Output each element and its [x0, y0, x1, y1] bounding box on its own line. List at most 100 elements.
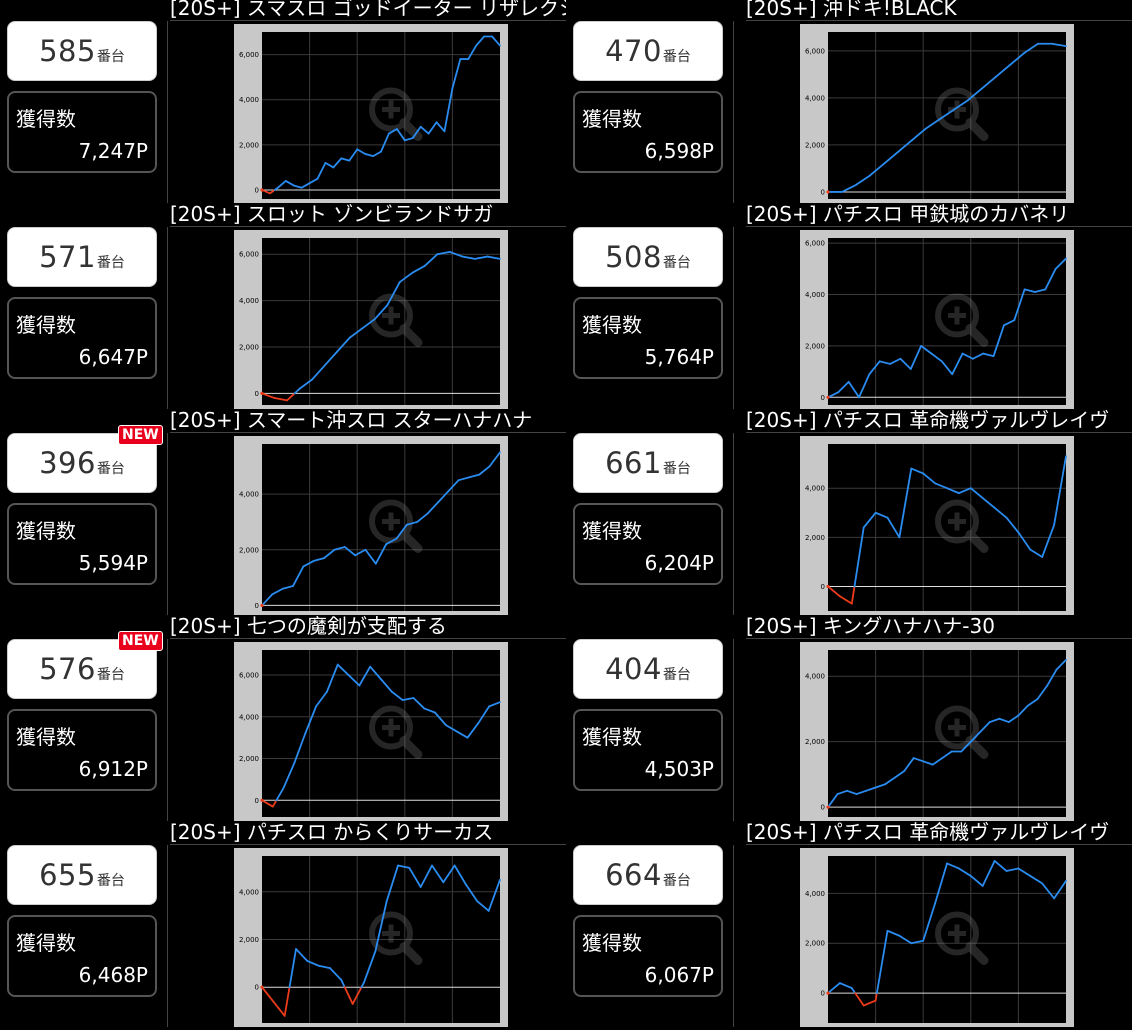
machine-number-button[interactable]: 571 番台: [7, 227, 157, 287]
series-segment: [336, 663, 350, 676]
score-label: 獲得数: [16, 725, 76, 749]
series-segment: [412, 697, 426, 710]
machine-title[interactable]: [20S+] キングハナハナ-30: [746, 615, 1132, 639]
machine-number-button[interactable]: 664 番台: [573, 845, 723, 905]
series-segment: [304, 705, 317, 735]
slump-graph-svg: 0 2,000 4,000: [800, 848, 1074, 1027]
slump-graph[interactable]: 0 2,000 4,000: [234, 436, 508, 615]
series-segment: [957, 867, 972, 877]
machine-number-button[interactable]: 585 番台: [7, 21, 157, 81]
series-segment: [329, 967, 343, 981]
series-segment: [1005, 516, 1020, 534]
y-tick-label: 6,000: [239, 251, 259, 259]
series-segment: [385, 537, 398, 546]
series-segment: [934, 862, 948, 905]
series-segment: [874, 511, 889, 519]
divider: [167, 433, 168, 615]
series-segment: [941, 750, 953, 759]
series-segment: [261, 392, 276, 399]
y-tick-label: 6,000: [239, 51, 259, 59]
machine-title[interactable]: [20S+] 沖ドキ!BLACK: [746, 0, 1132, 21]
score-value: 5,594P: [78, 551, 148, 575]
series-segment: [358, 665, 372, 687]
machine-number-button[interactable]: 470 番台: [573, 21, 723, 81]
new-badge: NEW: [118, 631, 163, 651]
machine-title[interactable]: [20S+] パチスロ 革命機ヴァルヴレイヴ: [746, 821, 1132, 845]
series-segment: [395, 128, 406, 142]
slump-graph[interactable]: 0 2,000 4,000 6,000: [800, 24, 1074, 203]
chart-plot-area: [262, 238, 500, 405]
series-segment: [995, 64, 1011, 78]
series-segment: [442, 864, 456, 884]
series-segment: [981, 75, 997, 90]
machine-title[interactable]: [20S+] 七つの魔剣が支配する: [170, 615, 566, 639]
data-point: [826, 395, 830, 399]
machine-title[interactable]: [20S+] スロット ゾンビランドサガ: [170, 203, 566, 227]
machine-title[interactable]: [20S+] スマート沖スロ スターハナハナ: [170, 409, 566, 433]
machine-title[interactable]: [20S+] パチスロ 甲鉄城のカバネリ: [746, 203, 1132, 227]
machine-number-button[interactable]: 508 番台: [573, 227, 723, 287]
score-value: 4,503P: [644, 757, 714, 781]
machine-number-button[interactable]: 404 番台: [573, 639, 723, 699]
slump-graph[interactable]: 0 2,000 4,000 6,000: [234, 642, 508, 821]
score-label: 獲得数: [582, 107, 642, 131]
slump-graph[interactable]: 0 2,000 4,000: [800, 436, 1074, 615]
series-segment: [292, 565, 305, 587]
machine-number-button[interactable]: 655 番台: [7, 845, 157, 905]
score-value: 6,647P: [78, 345, 148, 369]
series-segment: [340, 979, 346, 989]
series-segment: [467, 44, 478, 60]
slump-graph[interactable]: 0 2,000 4,000: [800, 848, 1074, 1027]
series-segment: [969, 875, 984, 887]
divider: [167, 21, 168, 203]
series-segment: [324, 161, 335, 169]
series-segment: [488, 451, 501, 468]
series-segment: [390, 690, 404, 701]
series-segment: [475, 35, 486, 47]
series-segment: [969, 730, 982, 743]
series-segment: [466, 722, 480, 739]
series-segment: [898, 467, 913, 539]
machine-title[interactable]: [20S+] パチスロ 革命機ヴァルヴレイヴ: [746, 409, 1132, 433]
chart-plot-area: [828, 32, 1066, 199]
series-segment: [281, 585, 294, 590]
score-value: 6,468P: [78, 963, 148, 987]
series-segment: [897, 139, 913, 153]
y-tick-label: 0: [255, 984, 259, 992]
series-segment: [487, 878, 501, 912]
series-segment: [435, 121, 446, 133]
data-point: [260, 188, 264, 192]
series-segment: [951, 352, 964, 376]
series-segment: [850, 987, 857, 994]
series-segment: [1023, 288, 1036, 293]
series-segment: [282, 761, 296, 789]
y-tick-label: 2,000: [805, 534, 825, 542]
series-segment: [380, 132, 390, 153]
slump-graph[interactable]: 0 2,000 4,000: [234, 848, 508, 1027]
y-tick-label: 2,000: [239, 755, 259, 763]
y-tick-label: 0: [255, 186, 259, 194]
slump-graph[interactable]: 0 2,000 4,000: [800, 642, 1074, 821]
series-segment: [971, 352, 985, 360]
slump-graph[interactable]: 0 2,000 4,000 6,000: [234, 24, 508, 203]
series-segment: [323, 548, 336, 560]
series-segment: [1003, 319, 1016, 327]
series-segment: [874, 783, 887, 789]
machine-title[interactable]: [20S+] スマスロ ゴッドイーター リザレクション: [170, 0, 566, 21]
machine-unit-label: 番台: [96, 255, 125, 271]
slump-graph[interactable]: 0 2,000 4,000 6,000: [800, 230, 1074, 409]
slump-graph[interactable]: 0 2,000 4,000 6,000: [234, 230, 508, 409]
series-segment: [455, 730, 469, 739]
series-segment: [909, 345, 923, 370]
machine-title[interactable]: [20S+] パチスロ からくりサーカス: [170, 821, 566, 845]
machine-number-button[interactable]: 661 番台: [573, 433, 723, 493]
series-segment: [427, 121, 438, 135]
series-segment: [1027, 698, 1039, 707]
series-segment: [998, 717, 1010, 723]
slump-graph-svg: 0 2,000 4,000: [234, 436, 508, 615]
chart-plot-area: [828, 650, 1066, 817]
divider: [733, 433, 734, 615]
series-segment: [419, 125, 430, 135]
series-segment: [486, 255, 501, 260]
